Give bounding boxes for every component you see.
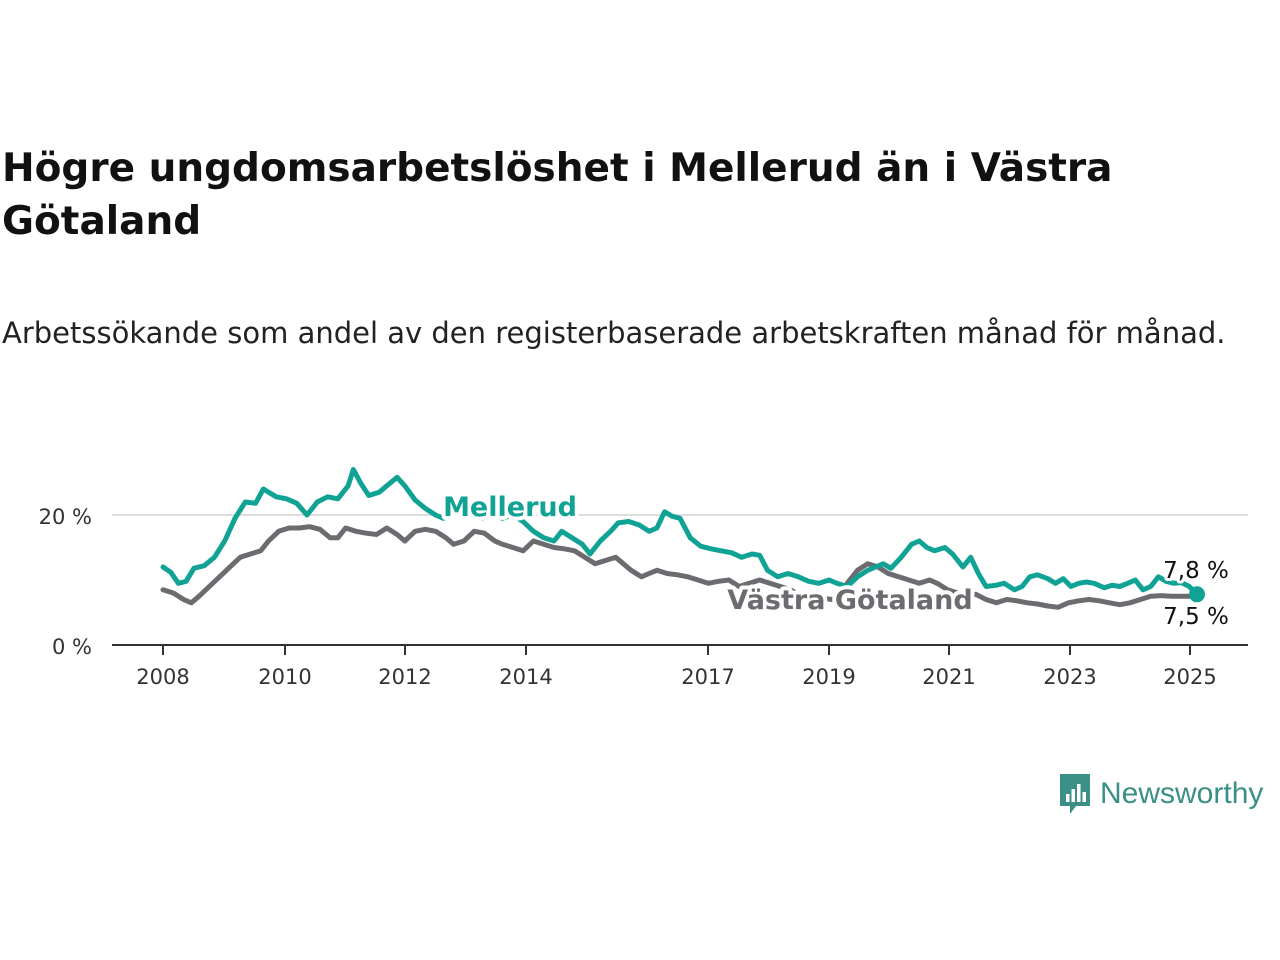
x-tick-label: 2014 <box>499 665 552 689</box>
x-tick-label: 2008 <box>136 665 189 689</box>
axes: 0 % 20 % 2008 2010 2012 2014 2017 2019 2021 2023 2… <box>39 505 1248 689</box>
end-value-halo: 7,5 % <box>1163 604 1229 630</box>
brand-name: Newsworthy <box>1100 777 1264 810</box>
end-point-marker <box>1189 586 1205 603</box>
series-line-vastra-gotaland <box>160 524 1200 610</box>
chart-subtitle: Arbetssökande som andel av den registerb… <box>2 316 1226 350</box>
x-tick-label: 2019 <box>802 665 855 689</box>
newsworthy-logo-icon <box>1060 774 1090 814</box>
x-tick-label: 2012 <box>378 665 431 689</box>
x-tick-label: 2025 <box>1163 665 1216 689</box>
x-tick-label: 2023 <box>1043 665 1096 689</box>
series-line-mellerud <box>160 467 1200 597</box>
x-tick-label: 2010 <box>258 665 311 689</box>
x-tick-label: 2017 <box>681 665 734 689</box>
end-value-halo: 7,8 % <box>1163 558 1229 584</box>
chart-title: Högre ungdomsarbetslöshet i Mellerud än … <box>2 146 1113 244</box>
brand-logo: Newsworthy <box>1058 772 1263 816</box>
y-tick-label: 0 % <box>52 635 92 659</box>
series-lines <box>160 467 1205 610</box>
end-value-label: 7,5 % <box>1163 604 1229 630</box>
series-label: Mellerud <box>443 492 577 523</box>
series-label-halo: Mellerud <box>443 492 577 523</box>
x-tick-label: 2021 <box>922 665 975 689</box>
end-value-label: 7,8 % <box>1163 558 1229 584</box>
y-tick-label: 20 % <box>39 505 92 529</box>
series-label: Västra Götaland <box>727 585 972 616</box>
series-label-halo: Västra Götaland <box>727 585 972 616</box>
line-chart: 0 % 20 % 2008 2010 2012 2014 2017 2019 2021 2023 2… <box>39 467 1248 689</box>
